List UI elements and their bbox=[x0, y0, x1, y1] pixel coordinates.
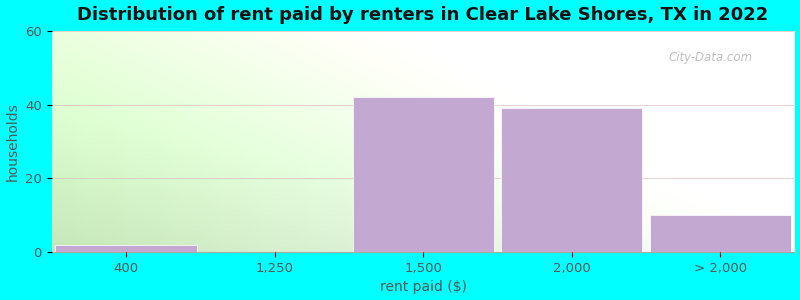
Y-axis label: households: households bbox=[6, 102, 19, 181]
Text: City-Data.com: City-Data.com bbox=[668, 51, 752, 64]
Bar bbox=[650, 215, 790, 252]
X-axis label: rent paid ($): rent paid ($) bbox=[379, 280, 466, 294]
Bar bbox=[501, 108, 642, 252]
Bar bbox=[55, 245, 197, 252]
Title: Distribution of rent paid by renters in Clear Lake Shores, TX in 2022: Distribution of rent paid by renters in … bbox=[78, 6, 769, 24]
Bar bbox=[353, 97, 494, 252]
